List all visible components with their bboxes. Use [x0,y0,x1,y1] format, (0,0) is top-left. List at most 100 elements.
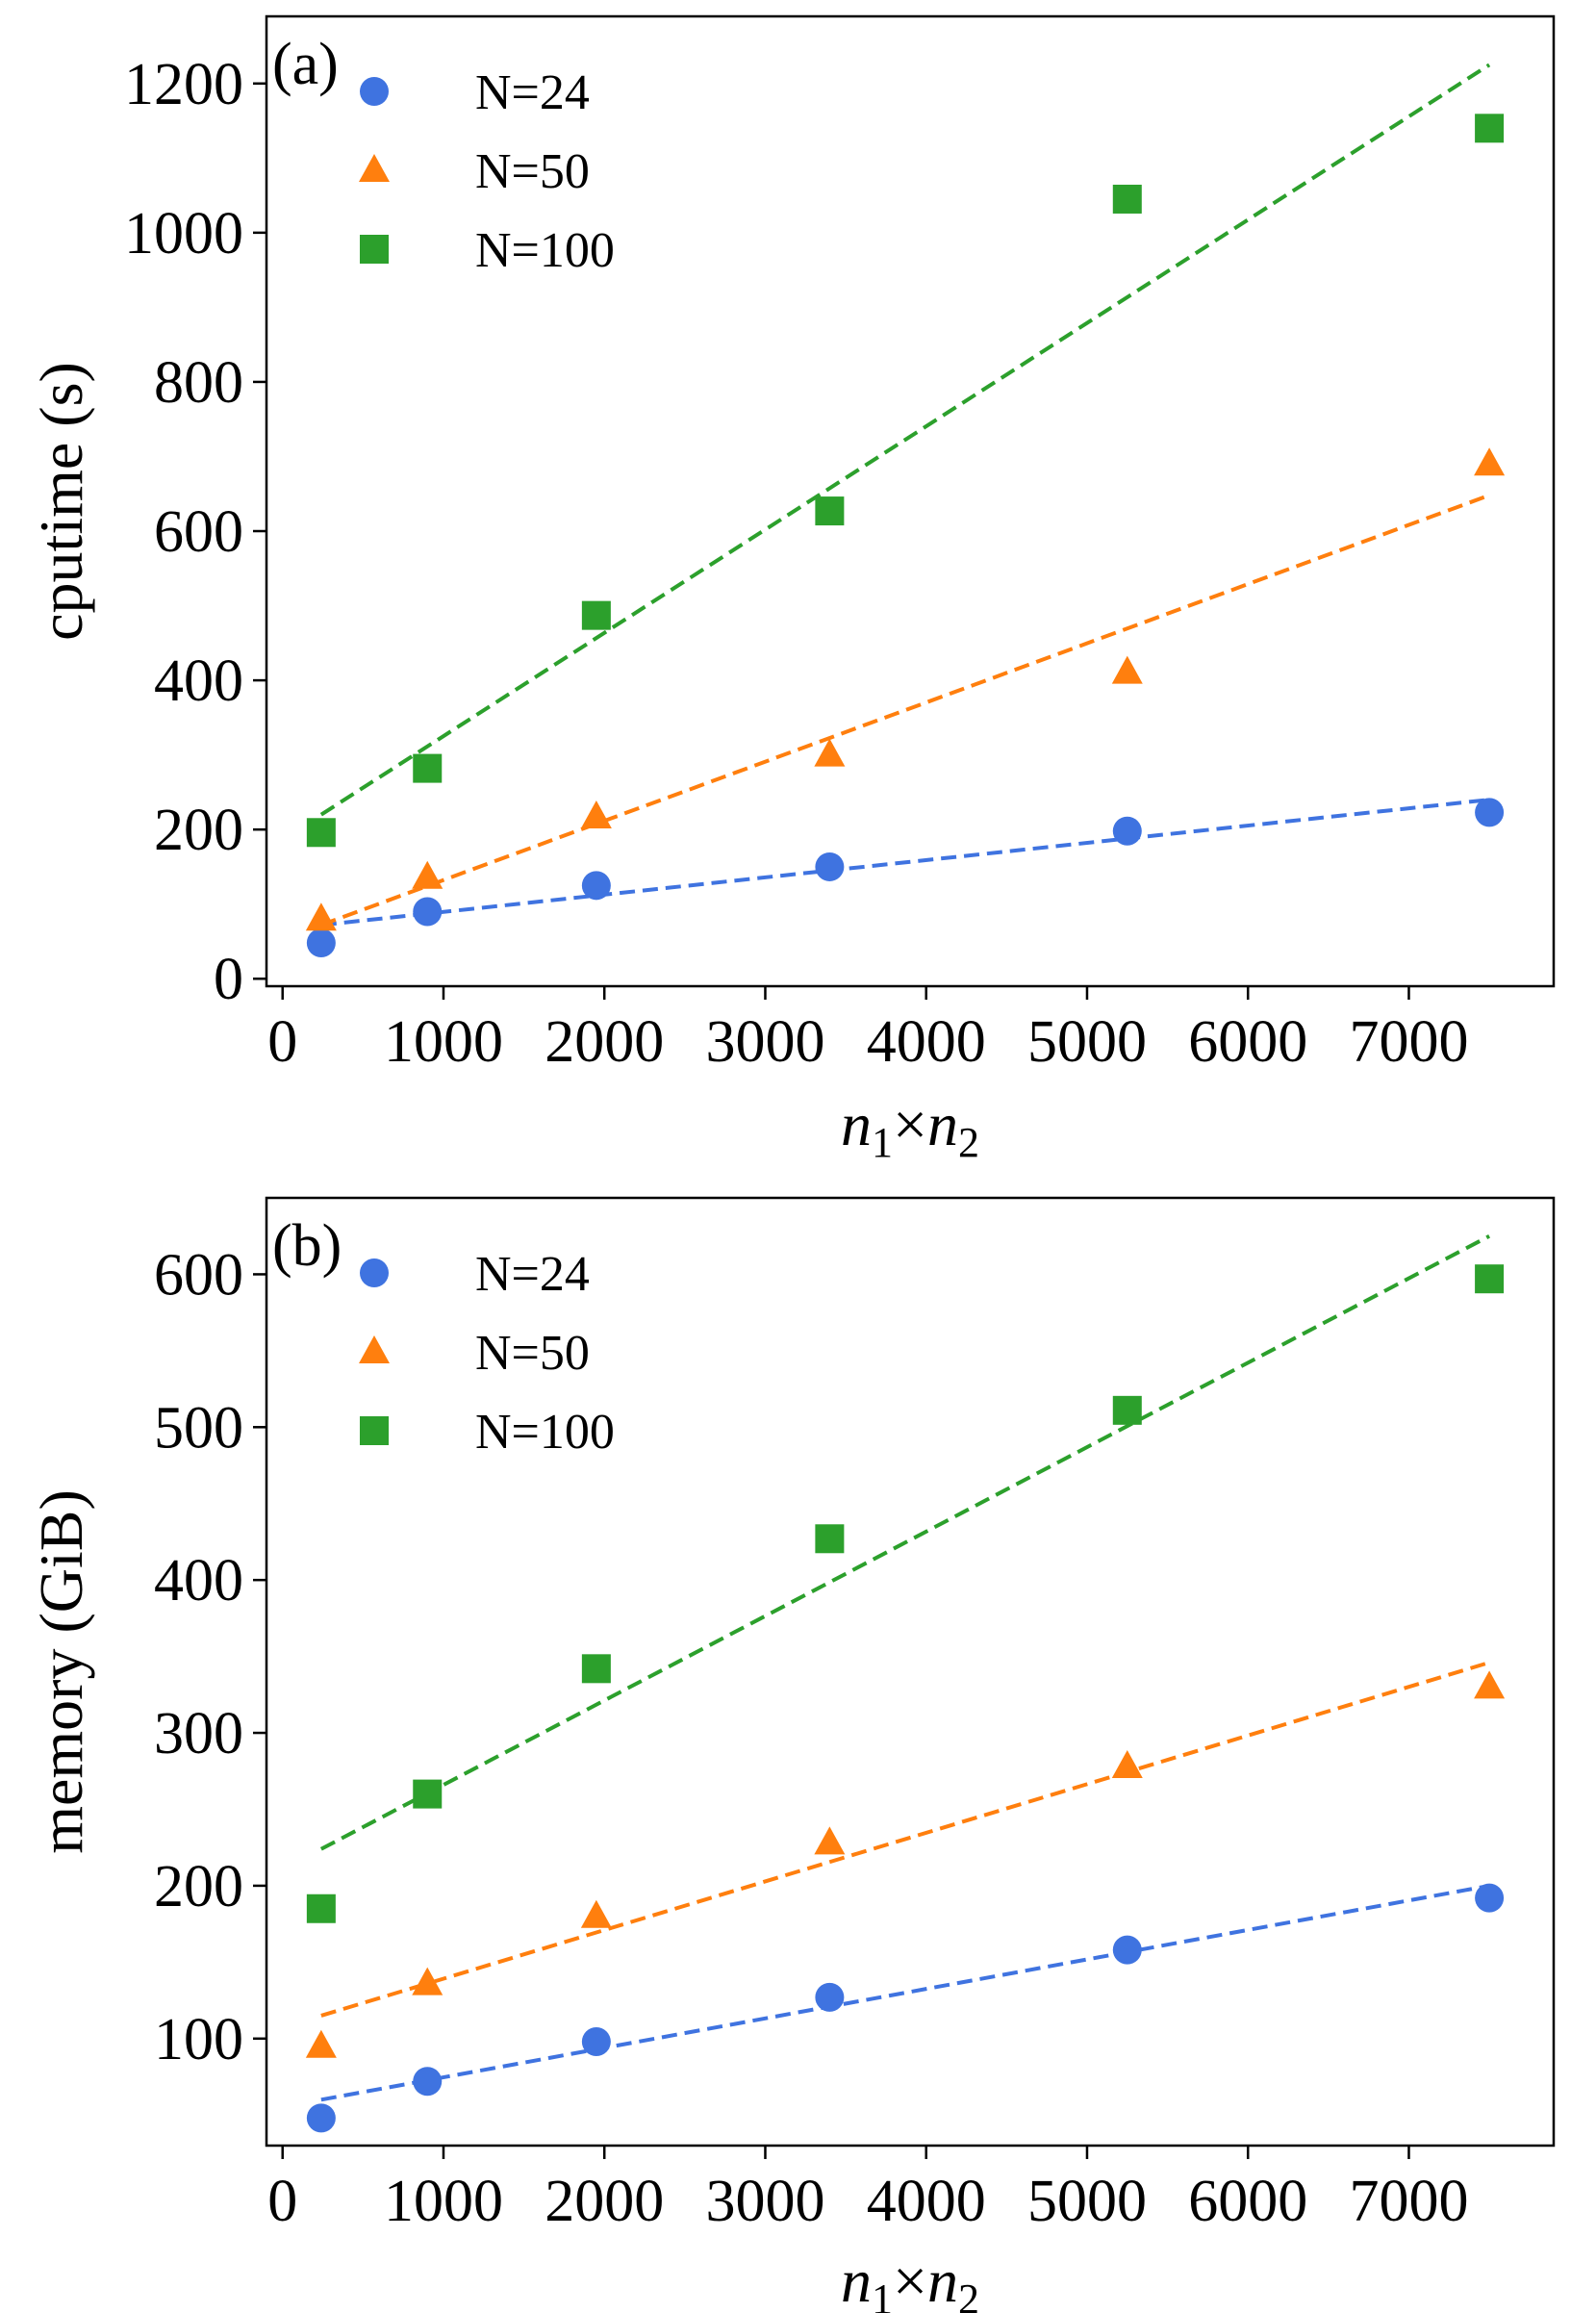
data-point-n50 [814,1826,846,1855]
plot-frame [265,14,1556,988]
y-tick-label: 100 [154,2007,243,2072]
x-axis-label-mid: ×n [893,2247,958,2313]
y-axis-label: memory (GiB) [27,1489,95,1854]
data-point-n50 [305,2029,337,2058]
y-axis-label: cputime (s) [27,362,95,641]
x-axis-label-n2: n [927,2247,958,2313]
fit-line-n100 [319,1233,1491,1851]
data-point-n24 [306,928,336,958]
panel-label: (b) [272,1213,342,1279]
panel-label: (a) [272,32,339,97]
x-tick-label: 5000 [1027,1009,1147,1075]
x-axis-label-n2: n [927,1090,958,1158]
x-axis-label-sub2: 2 [958,1119,979,1166]
legend-marker-n100 [360,235,389,264]
legend-label: N=100 [475,1405,615,1460]
y-tick-label: 300 [154,1701,243,1767]
x-axis-label-mid: ×n [893,1090,958,1158]
data-point-n24 [1112,816,1142,846]
x-tick-label: 2000 [545,2169,664,2234]
data-point-n100 [1475,114,1505,143]
data-point-n50 [305,902,337,931]
y-tick-label: 1200 [124,52,243,117]
data-point-n24 [1112,1935,1142,1965]
y-tick-label: 200 [154,1854,243,1919]
x-tick-label: 6000 [1188,2169,1307,2234]
data-point-n24 [1475,798,1505,827]
y-tick-label: 200 [154,798,243,863]
legend-label: N=24 [475,1247,590,1302]
x-tick-label: 0 [267,1009,297,1075]
legend-label: N=50 [475,144,590,199]
x-tick-label: 4000 [867,2169,986,2234]
x-tick-label: 1000 [384,1009,503,1075]
x-tick-label: 5000 [1027,2169,1147,2234]
data-point-n100 [1475,1264,1505,1294]
data-point-n100 [1112,184,1142,214]
legend-label: N=100 [475,223,615,278]
data-point-n100 [413,1779,443,1809]
x-tick-label: 2000 [545,1009,664,1075]
legend-marker-n50 [359,1335,390,1363]
data-point-n50 [1474,447,1506,476]
y-tick-label: 1000 [124,201,243,267]
data-point-n50 [1111,1750,1143,1778]
x-axis-label-times: × [893,2247,927,2313]
data-point-n24 [413,897,443,927]
panel-b: 0 1000 2000 3000 4000 5000 6000 7000 100 200 300 40… [27,1196,1556,2313]
fit-line-n24 [320,798,1490,928]
x-axis-label-sub2: 2 [958,2275,979,2313]
data-point-n100 [413,753,443,783]
x-tick-label: 4000 [867,1009,986,1075]
legend-marker-n100 [360,1416,389,1445]
y-tick-label: 800 [154,350,243,416]
x-tick-label: 7000 [1349,1009,1468,1075]
x-tick-label: 7000 [1349,2169,1468,2234]
data-point-n100 [306,818,336,848]
data-point-n100 [815,496,845,526]
data-point-n100 [306,1894,336,1923]
data-point-n24 [581,871,611,901]
legend-marker-n50 [359,154,390,182]
fit-line-n100 [319,63,1491,817]
data-point-n50 [1474,1670,1506,1699]
x-axis-label-sub1: 1 [872,2275,893,2313]
x-axis-label: n1×n2 [841,1090,979,1166]
data-point-n24 [581,2026,611,2056]
data-point-n24 [306,2103,336,2133]
fit-line-n24 [320,1883,1490,2102]
x-axis-label: n1×n2 [841,2247,979,2313]
data-point-n50 [814,738,846,767]
data-point-n100 [1112,1395,1142,1425]
data-point-n50 [580,800,612,828]
x-tick-label: 0 [267,2169,297,2234]
x-axis-label-times: × [893,1090,927,1158]
legend-label: N=50 [475,1326,590,1381]
x-tick-label: 1000 [384,2169,503,2234]
data-point-n24 [413,2067,443,2097]
y-tick-label: 400 [154,1548,243,1614]
x-axis-label-sub1: 1 [872,1119,893,1166]
y-tick-label: 600 [154,499,243,565]
data-point-n50 [580,1899,612,1928]
x-axis-label-n1: n [841,2247,872,2313]
data-point-n24 [815,1982,845,2012]
data-point-n50 [412,1967,443,1995]
legend-label: N=24 [475,65,590,120]
y-tick-label: 500 [154,1395,243,1461]
x-tick-label: 3000 [705,1009,824,1075]
data-point-n24 [815,851,845,881]
data-point-n100 [815,1524,845,1554]
y-tick-label: 600 [154,1242,243,1308]
fit-line-n50 [320,1661,1490,2018]
plot-frame [265,1196,1556,2148]
data-point-n50 [412,860,443,889]
legend-marker-n24 [360,77,389,106]
legend-marker-n24 [360,1258,389,1287]
data-point-n100 [581,600,611,630]
y-tick-label: 400 [154,648,243,714]
x-tick-label: 3000 [705,2169,824,2234]
data-point-n100 [581,1654,611,1684]
data-point-n24 [1475,1883,1505,1913]
